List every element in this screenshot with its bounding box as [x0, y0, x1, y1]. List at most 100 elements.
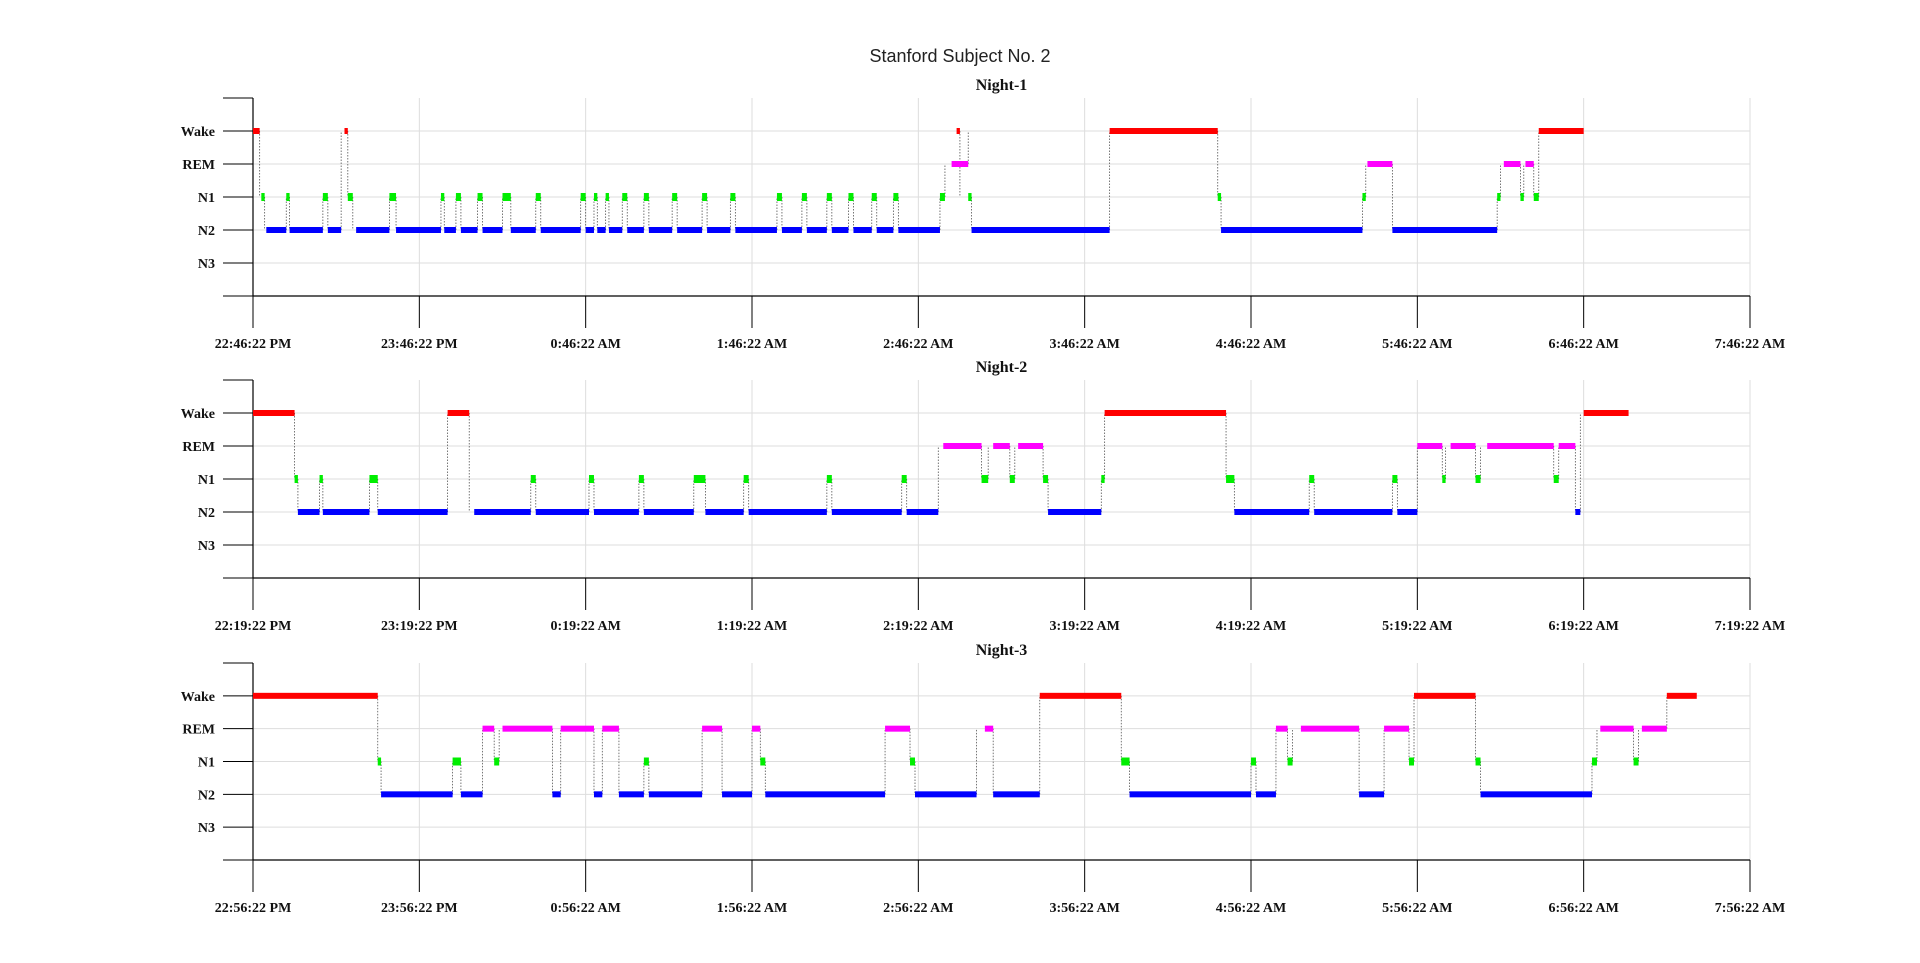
stage-segment-rem	[951, 161, 969, 167]
stage-segment-n1	[455, 193, 461, 201]
stage-segment-rem	[482, 725, 495, 732]
stage-segment-n1	[643, 193, 649, 201]
stage-segment-n1	[1251, 757, 1256, 766]
x-tick-label: 22:56:22 PM	[215, 901, 292, 916]
stage-segment-n1	[776, 193, 782, 201]
stage-segment-wake	[344, 128, 348, 134]
stage-segment-n2	[1048, 509, 1102, 515]
stage-segment-n2	[444, 227, 456, 233]
stage-segment-n2	[648, 227, 673, 233]
y-tick-label: Wake	[181, 125, 215, 140]
stage-segment-rem	[560, 725, 594, 732]
stage-segment-n1	[1591, 757, 1597, 766]
stage-segment-n2	[1397, 509, 1418, 515]
x-tick-label: 7:46:22 AM	[1715, 337, 1785, 352]
stage-segment-rem	[1487, 443, 1554, 449]
stage-segment-n1	[730, 193, 736, 201]
stage-segment-n1	[848, 193, 854, 201]
stage-segment-n1	[1121, 757, 1130, 766]
stage-segment-n1	[1226, 475, 1235, 483]
stage-segment-n2	[396, 227, 441, 233]
stage-segment-rem	[1600, 725, 1634, 732]
stage-segment-n1	[477, 193, 483, 201]
stage-segment-n2	[643, 509, 694, 515]
stage-segment-n2	[1129, 791, 1251, 798]
stage-segment-rem	[1300, 725, 1360, 732]
stage-segment-rem	[1558, 443, 1576, 449]
stage-segment-n2	[297, 509, 320, 515]
stage-segment-n1	[502, 193, 511, 201]
y-tick-label: REM	[182, 158, 215, 173]
y-tick-label: N2	[198, 788, 215, 803]
stage-segment-n1	[693, 475, 706, 483]
stage-segment-n1	[702, 193, 708, 201]
y-tick-label: REM	[182, 723, 215, 738]
stage-segment-wake	[1666, 692, 1697, 699]
y-tick-label: N1	[198, 473, 215, 488]
x-tick-label: 0:56:22 AM	[550, 901, 620, 916]
stage-segment-n1	[294, 475, 298, 483]
x-tick-label: 6:56:22 AM	[1548, 901, 1618, 916]
stage-segment-rem	[1367, 161, 1393, 167]
stage-segment-n1	[643, 757, 649, 766]
stage-segment-n2	[597, 227, 606, 233]
stage-segment-n1	[369, 475, 378, 483]
x-tick-label: 4:56:22 AM	[1216, 901, 1286, 916]
stage-segment-n1	[760, 757, 766, 766]
stage-segment-n2	[593, 791, 603, 798]
stage-segment-n2	[322, 509, 370, 515]
stage-segment-n2	[1359, 791, 1385, 798]
stage-segment-n2	[781, 227, 802, 233]
stage-segment-rem	[602, 725, 619, 732]
x-tick-label: 3:19:22 AM	[1049, 619, 1119, 634]
stage-segment-n2	[289, 227, 323, 233]
y-tick-label: Wake	[181, 407, 215, 422]
x-tick-label: 2:19:22 AM	[883, 619, 953, 634]
stage-segment-n1	[901, 475, 907, 483]
y-tick-label: Wake	[181, 690, 215, 705]
stage-segment-rem	[885, 725, 911, 732]
stage-segment-n1	[593, 193, 598, 201]
stage-segment-n1	[377, 757, 382, 766]
x-tick-label: 1:46:22 AM	[717, 337, 787, 352]
stage-segment-n2	[381, 791, 453, 798]
stage-segment-n1	[494, 757, 500, 766]
y-tick-label: REM	[182, 440, 215, 455]
stage-segment-n2	[460, 227, 478, 233]
panel-night-2: Night-2 Wake REM N1 N2 N3 22:19:22 PM 23:19:22 …	[181, 359, 1785, 634]
stage-segment-n2	[540, 227, 581, 233]
x-tick-label: 0:46:22 AM	[550, 337, 620, 352]
stage-segment-rem	[1417, 443, 1443, 449]
stage-segment-n1	[638, 475, 644, 483]
stage-segment-rem	[1275, 725, 1288, 732]
panel-night-1: Night-1 Wake REM N1 N2 N3 22:46:22 PM 23:46:22 …	[181, 77, 1785, 352]
stage-segment-n1	[389, 193, 397, 201]
stage-segment-n1	[605, 193, 609, 201]
stage-segment-n1	[588, 475, 594, 483]
stage-segment-n1	[440, 193, 445, 201]
stage-segment-rem	[943, 443, 982, 449]
stage-segment-n2	[535, 509, 589, 515]
stage-segment-n1	[1362, 193, 1366, 201]
stage-segment-n1	[968, 193, 972, 201]
stage-segment-rem	[993, 443, 1010, 449]
x-tick-label: 7:19:22 AM	[1715, 619, 1785, 634]
stage-segment-n1	[322, 193, 328, 201]
stage-segment-rem	[1525, 161, 1534, 167]
figure-title: Stanford Subject No. 2	[869, 46, 1050, 66]
stage-segment-n2	[627, 227, 644, 233]
stage-segment-n1	[1009, 475, 1015, 483]
stage-segment-n2	[876, 227, 894, 233]
stage-segment-wake	[1538, 128, 1584, 134]
panel-title: Night-2	[976, 359, 1028, 376]
stage-segment-n2	[608, 227, 623, 233]
y-tick-label: N2	[198, 224, 215, 239]
stage-segment-n1	[1309, 475, 1315, 483]
stage-segment-n1	[801, 193, 807, 201]
stage-segment-n2	[377, 509, 448, 515]
stage-segment-n1	[261, 193, 265, 201]
stage-segment-n2	[1480, 791, 1592, 798]
stage-segment-wake	[253, 410, 295, 416]
stage-segment-rem	[1503, 161, 1521, 167]
